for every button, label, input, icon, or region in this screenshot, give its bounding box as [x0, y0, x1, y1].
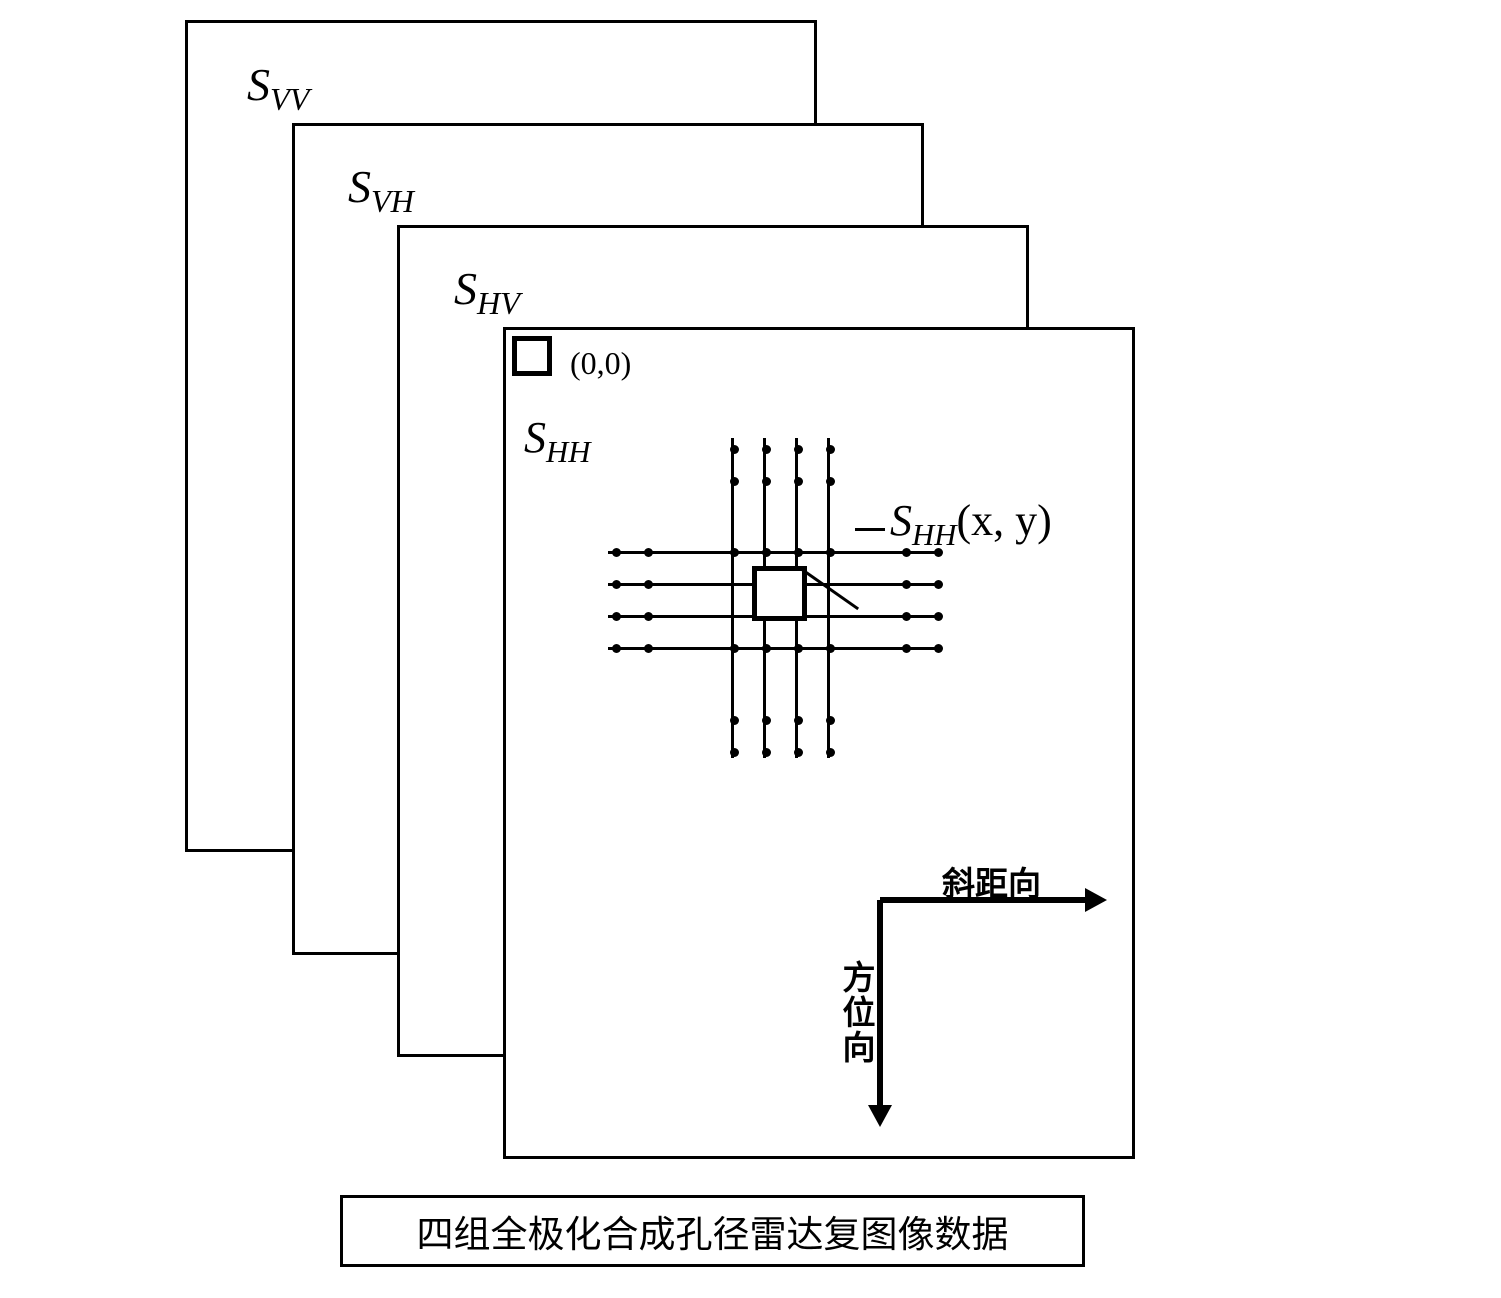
pixel-dot	[794, 445, 803, 454]
layer-svh-main: S	[348, 161, 371, 212]
pixel-dot	[730, 548, 739, 557]
layer-shh-sub: HH	[546, 435, 590, 469]
center-pixel-box	[752, 566, 807, 621]
layer-svh-label: SVH	[348, 160, 414, 220]
pixel-dot	[612, 612, 621, 621]
pixel-dot	[762, 716, 771, 725]
caption-box: 四组全极化合成孔径雷达复图像数据	[340, 1195, 1085, 1267]
pixel-dot	[762, 477, 771, 486]
pixel-dot	[730, 748, 739, 757]
pixel-dot	[644, 548, 653, 557]
shh-xy-label: SHH(x, y)	[890, 495, 1052, 553]
layer-svv-sub: VV	[270, 81, 309, 117]
grid-vline	[827, 438, 830, 758]
layer-shh	[503, 327, 1135, 1159]
pixel-dot	[612, 548, 621, 557]
pixel-dot	[644, 644, 653, 653]
pixel-dot	[794, 477, 803, 486]
axis-h-label: 斜距向	[942, 857, 1041, 905]
layer-svh-sub: VH	[371, 183, 414, 219]
pointer-seg-h	[855, 528, 885, 531]
layer-shv-label: SHV	[454, 262, 520, 322]
grid-hline	[608, 647, 938, 650]
grid-hline	[608, 551, 938, 554]
layer-shv-sub: HV	[477, 285, 520, 321]
pixel-dot	[762, 548, 771, 557]
shh-xy-args: (x, y)	[956, 496, 1051, 545]
shh-xy-main: S	[890, 496, 912, 545]
layer-svv-main: S	[247, 59, 270, 110]
shh-xy-sub: HH	[912, 518, 956, 552]
pixel-dot	[762, 644, 771, 653]
pixel-dot	[826, 644, 835, 653]
pixel-dot	[762, 445, 771, 454]
pixel-dot	[644, 612, 653, 621]
layer-shv-main: S	[454, 263, 477, 314]
layer-svv-label: SVV	[247, 58, 309, 118]
pixel-dot	[934, 644, 943, 653]
caption-text: 四组全极化合成孔径雷达复图像数据	[417, 1204, 1009, 1258]
pixel-dot	[644, 580, 653, 589]
pixel-dot	[794, 748, 803, 757]
grid-vline	[731, 438, 734, 758]
pixel-dot	[934, 580, 943, 589]
pixel-dot	[612, 580, 621, 589]
pixel-dot	[762, 748, 771, 757]
pixel-dot	[794, 548, 803, 557]
pixel-dot	[730, 644, 739, 653]
layer-shh-main: S	[524, 413, 546, 462]
axis-v-head	[868, 1105, 892, 1127]
pixel-dot	[934, 612, 943, 621]
axis-h-head	[1085, 888, 1107, 912]
pixel-dot	[612, 644, 621, 653]
pixel-dot	[730, 477, 739, 486]
layer-shh-label: SHH	[524, 412, 590, 470]
pixel-dot	[794, 716, 803, 725]
pixel-dot	[826, 748, 835, 757]
pixel-dot	[902, 612, 911, 621]
pixel-dot	[826, 548, 835, 557]
pixel-dot	[826, 477, 835, 486]
pixel-dot	[826, 716, 835, 725]
pixel-dot	[730, 716, 739, 725]
axis-v-label: 方位向	[832, 960, 880, 1065]
pixel-dot	[730, 445, 739, 454]
pixel-dot	[826, 445, 835, 454]
pixel-dot	[794, 644, 803, 653]
pixel-dot	[902, 644, 911, 653]
origin-label: (0,0)	[570, 345, 631, 382]
origin-marker	[512, 336, 552, 376]
pixel-dot	[902, 580, 911, 589]
